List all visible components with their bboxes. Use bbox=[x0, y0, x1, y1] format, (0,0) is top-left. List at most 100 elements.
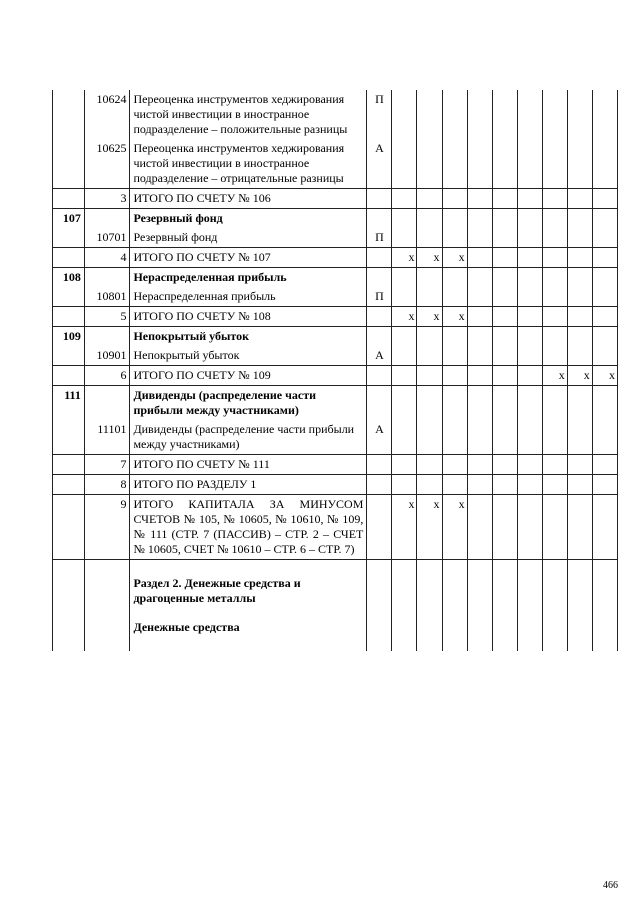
col-account-group: 111 bbox=[53, 386, 85, 421]
col-account-group bbox=[53, 420, 85, 455]
col-code bbox=[84, 268, 130, 288]
col-mark bbox=[417, 386, 442, 421]
col-mark bbox=[442, 386, 467, 421]
col-code: 10901 bbox=[84, 346, 130, 366]
col-mark bbox=[517, 495, 542, 560]
col-mark bbox=[542, 228, 567, 248]
col-mark bbox=[442, 189, 467, 209]
col-mark bbox=[592, 386, 617, 421]
col-account-group bbox=[53, 455, 85, 475]
col-code bbox=[84, 386, 130, 421]
col-mark bbox=[517, 475, 542, 495]
col-mark bbox=[567, 228, 592, 248]
col-type bbox=[367, 455, 392, 475]
col-mark bbox=[392, 475, 417, 495]
col-mark bbox=[517, 307, 542, 327]
col-mark bbox=[567, 90, 592, 139]
col-mark bbox=[467, 90, 492, 139]
col-mark bbox=[442, 475, 467, 495]
col-description: ИТОГО ПО СЧЕТУ № 108 bbox=[130, 307, 367, 327]
col-mark: х bbox=[417, 248, 442, 268]
col-mark bbox=[542, 307, 567, 327]
col-account-group bbox=[53, 346, 85, 366]
col-code: 8 bbox=[84, 475, 130, 495]
col-account-group: 108 bbox=[53, 268, 85, 288]
col-account-group bbox=[53, 189, 85, 209]
col-mark bbox=[592, 209, 617, 229]
col-mark bbox=[542, 327, 567, 347]
col-description: Непокрытый убыток bbox=[130, 327, 367, 347]
col-description: Нераспределенная прибыль bbox=[130, 268, 367, 288]
col-account-group bbox=[53, 90, 85, 139]
col-description: Непокрытый убыток bbox=[130, 346, 367, 366]
col-mark: х bbox=[567, 366, 592, 386]
col-mark bbox=[567, 455, 592, 475]
section-subtitle: Денежные средства bbox=[133, 620, 363, 635]
col-code: 9 bbox=[84, 495, 130, 560]
col-type bbox=[367, 327, 392, 347]
col-code: 4 bbox=[84, 248, 130, 268]
col-mark: х bbox=[417, 495, 442, 560]
col-mark bbox=[442, 420, 467, 455]
col-mark bbox=[467, 307, 492, 327]
col-mark bbox=[492, 248, 517, 268]
col-mark bbox=[417, 455, 442, 475]
col-mark bbox=[467, 455, 492, 475]
table-row: 10901Непокрытый убытокА bbox=[53, 346, 618, 366]
col-mark bbox=[592, 495, 617, 560]
col-description: ИТОГО ПО СЧЕТУ № 111 bbox=[130, 455, 367, 475]
col-description: Резервный фонд bbox=[130, 209, 367, 229]
col-mark bbox=[442, 268, 467, 288]
col-type bbox=[367, 495, 392, 560]
col-mark bbox=[492, 386, 517, 421]
col-mark bbox=[567, 307, 592, 327]
accounts-table: 10624Переоценка инструментов хеджировани… bbox=[52, 90, 618, 651]
col-mark bbox=[592, 420, 617, 455]
col-mark: х bbox=[442, 495, 467, 560]
table-row: 111Дивиденды (распределение части прибыл… bbox=[53, 386, 618, 421]
col-description: ИТОГО ПО СЧЕТУ № 107 bbox=[130, 248, 367, 268]
col-mark bbox=[467, 209, 492, 229]
col-mark bbox=[392, 139, 417, 189]
col-mark bbox=[417, 228, 442, 248]
col-mark bbox=[492, 475, 517, 495]
col-mark bbox=[542, 475, 567, 495]
col-mark bbox=[542, 287, 567, 307]
col-mark bbox=[517, 189, 542, 209]
col-mark bbox=[392, 228, 417, 248]
col-mark bbox=[542, 455, 567, 475]
col-mark bbox=[542, 495, 567, 560]
col-mark bbox=[567, 268, 592, 288]
section-row: Раздел 2. Денежные средства и драгоценны… bbox=[53, 560, 618, 652]
col-mark bbox=[542, 268, 567, 288]
col-mark bbox=[517, 248, 542, 268]
col-mark bbox=[567, 475, 592, 495]
col-description: Переоценка инструментов хеджирования чис… bbox=[130, 90, 367, 139]
col-mark bbox=[567, 287, 592, 307]
col-mark bbox=[467, 386, 492, 421]
col-type bbox=[367, 268, 392, 288]
col-description: ИТОГО ПО СЧЕТУ № 109 bbox=[130, 366, 367, 386]
table-row: 10625Переоценка инструментов хеджировани… bbox=[53, 139, 618, 189]
col-mark bbox=[492, 228, 517, 248]
col-code: 10801 bbox=[84, 287, 130, 307]
col-mark bbox=[592, 307, 617, 327]
col-account-group bbox=[53, 307, 85, 327]
col-mark bbox=[517, 327, 542, 347]
section-title: Раздел 2. Денежные средства и драгоценны… bbox=[133, 576, 363, 606]
col-mark bbox=[467, 420, 492, 455]
col-mark bbox=[392, 209, 417, 229]
col-mark bbox=[417, 90, 442, 139]
col-mark bbox=[442, 455, 467, 475]
col-mark bbox=[542, 189, 567, 209]
col-description: Нераспределенная прибыль bbox=[130, 287, 367, 307]
col-type: П bbox=[367, 90, 392, 139]
col-account-group: 107 bbox=[53, 209, 85, 229]
col-mark bbox=[567, 189, 592, 209]
col-mark bbox=[542, 248, 567, 268]
col-type bbox=[367, 386, 392, 421]
col-mark: х bbox=[442, 307, 467, 327]
col-account-group bbox=[53, 475, 85, 495]
table-row: 10701Резервный фондП bbox=[53, 228, 618, 248]
col-description: Резервный фонд bbox=[130, 228, 367, 248]
